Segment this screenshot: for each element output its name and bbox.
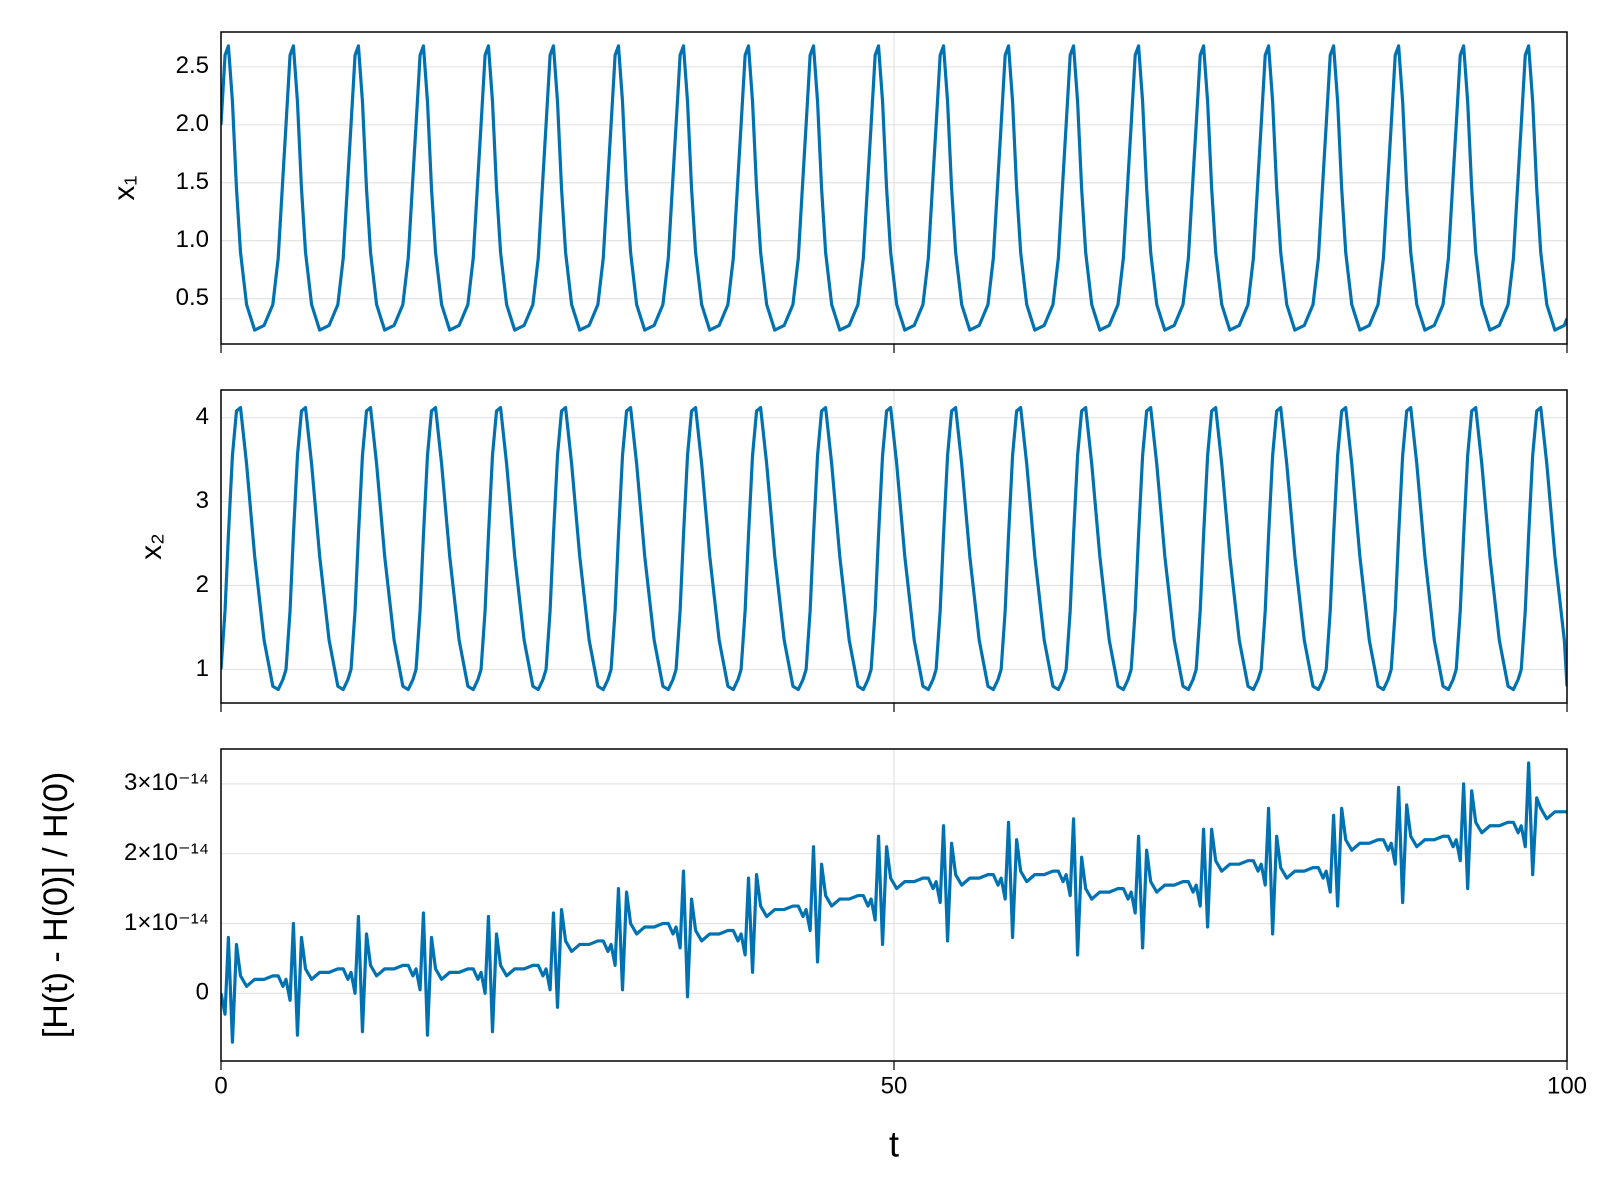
- y-tick-label: 3: [196, 487, 209, 514]
- axes-frame: [220, 31, 1568, 345]
- data-line: [221, 761, 1567, 1044]
- y-tick-label: 2.5: [176, 52, 209, 79]
- y-tick-label: 0.5: [176, 284, 209, 311]
- y-tick-label: 3×10⁻¹⁴: [124, 769, 209, 796]
- axes-frame: [220, 748, 1568, 1062]
- x-tick-label: 50: [881, 1072, 908, 1099]
- data-line: [221, 406, 1567, 692]
- y-tick-label: 0: [196, 979, 209, 1006]
- y-axis-label: [H(t) - H(0)] / H(0): [37, 772, 75, 1038]
- axes-frame: [220, 389, 1568, 704]
- x-axis-label: t: [889, 1124, 899, 1165]
- y-tick-label: 1: [196, 655, 209, 682]
- y-tick-label: 2.0: [176, 110, 209, 137]
- y-tick-label: 1×10⁻¹⁴: [124, 909, 209, 936]
- y-tick-label: 2×10⁻¹⁴: [124, 839, 209, 866]
- y-axis-label: x₂: [135, 533, 168, 560]
- y-tick-label: 1.5: [176, 168, 209, 195]
- y-tick-label: 2: [196, 571, 209, 598]
- x-tick-label: 100: [1547, 1072, 1587, 1099]
- y-tick-label: 4: [196, 403, 209, 430]
- data-line: [221, 44, 1567, 332]
- y-tick-label: 1.0: [176, 226, 209, 253]
- y-axis-label: x₁: [108, 175, 141, 200]
- x-tick-label: 0: [214, 1072, 227, 1099]
